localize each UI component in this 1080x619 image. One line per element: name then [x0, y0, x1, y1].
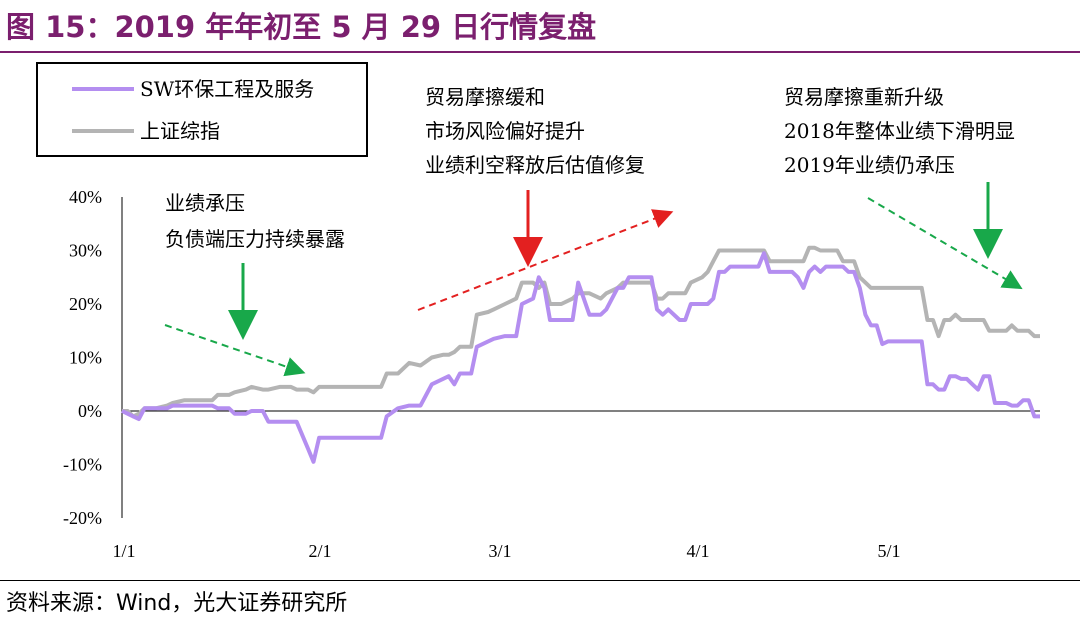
annotation-3-line-2: 2018年整体业绩下滑明显 [784, 119, 1015, 143]
annotation-1-line-2: 负债端压力持续暴露 [165, 227, 345, 251]
trend-arrow-green-1 [164, 324, 306, 377]
x-axis-ticks: 1/1 2/1 3/1 4/1 5/1 [112, 541, 900, 561]
y-tick-label: 30% [69, 241, 102, 261]
y-axis-ticks: 40% 30% 20% 10% 0% -10% -20% [63, 187, 102, 528]
footer-divider [0, 580, 1080, 581]
y-tick-label: -10% [63, 455, 102, 475]
y-tick-label: 0% [78, 401, 102, 421]
y-tick-label: 20% [69, 294, 102, 314]
title-divider [0, 51, 1080, 53]
annotation-1-line-1: 业绩承压 [165, 191, 245, 215]
legend: SW环保工程及服务 上证综指 [36, 62, 368, 157]
x-tick-label: 2/1 [308, 541, 331, 561]
x-tick-label: 4/1 [686, 541, 709, 561]
series-line-index [122, 245, 1040, 419]
series-group [121, 245, 1040, 464]
annotation-3-line-3: 2019年业绩仍承压 [784, 153, 955, 177]
y-tick-label: 10% [69, 348, 102, 368]
x-tick-label: 1/1 [112, 541, 135, 561]
annotation-group-1: 业绩承压 负债端压力持续暴露 [165, 191, 345, 251]
annotation-2-line-3: 业绩利空释放后估值修复 [425, 153, 645, 177]
line-chart: 40% 30% 20% 10% 0% -10% -20% 1/1 2/1 3/1 4/1 5/1 S… [36, 62, 1040, 561]
y-tick-label: -20% [63, 508, 102, 528]
annotation-2-line-1: 贸易摩擦缓和 [425, 85, 545, 109]
trend-arrow-red [417, 209, 674, 311]
legend-box [36, 62, 368, 157]
legend-label-index: 上证综指 [140, 119, 220, 143]
source-note: 资料来源：Wind，光大证券研究所 [6, 591, 348, 616]
annotation-group-2: 贸易摩擦缓和 市场风险偏好提升 业绩利空释放后估值修复 [425, 85, 645, 177]
trend-arrow-green-2 [867, 197, 1023, 290]
annotation-3-line-1: 贸易摩擦重新升级 [784, 85, 944, 109]
annotation-group-3: 贸易摩擦重新升级 2018年整体业绩下滑明显 2019年业绩仍承压 [784, 85, 1015, 177]
x-tick-label: 3/1 [488, 541, 511, 561]
y-tick-label: 40% [69, 187, 102, 207]
x-tick-label: 5/1 [877, 541, 900, 561]
figure-title: 图 15：2019 年年初至 5 月 29 日行情复盘 [6, 10, 597, 44]
legend-label-sw: SW环保工程及服务 [140, 77, 314, 101]
annotation-2-line-2: 市场风险偏好提升 [425, 119, 585, 143]
series-line-sw [121, 251, 1040, 464]
